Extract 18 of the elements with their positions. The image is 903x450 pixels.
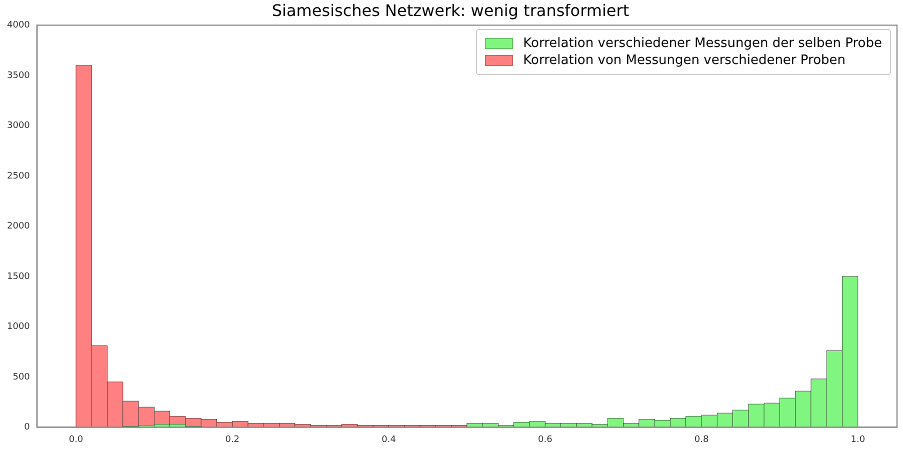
chart-title: Siamesisches Netzwerk: wenig transformiert xyxy=(272,0,630,20)
legend-label: Korrelation verschiedener Messungen der selben Probe xyxy=(523,36,882,52)
legend-label: Korrelation von Messungen verschiedener Proben xyxy=(523,53,846,68)
x-tick-label: 0.4 xyxy=(382,434,396,445)
y-tick-label: 0 xyxy=(24,422,30,433)
x-tick-label: 0.6 xyxy=(538,434,553,445)
x-tick-label: 0.8 xyxy=(694,434,709,445)
y-tick-label: 1000 xyxy=(7,322,30,332)
y-tick-label: 3500 xyxy=(7,70,30,81)
y-tick-label: 1500 xyxy=(7,272,30,282)
x-tick-label: 1.0 xyxy=(850,434,866,445)
x-tick-label: 0.0 xyxy=(68,434,84,445)
y-tick-label: 3000 xyxy=(7,121,30,132)
y-tick-label: 2000 xyxy=(7,222,30,232)
x-tick-label: 0.2 xyxy=(225,434,240,445)
y-tick-label: 2500 xyxy=(7,171,30,182)
y-tick-label: 500 xyxy=(12,372,30,382)
y-tick-label: 4000 xyxy=(7,20,30,31)
